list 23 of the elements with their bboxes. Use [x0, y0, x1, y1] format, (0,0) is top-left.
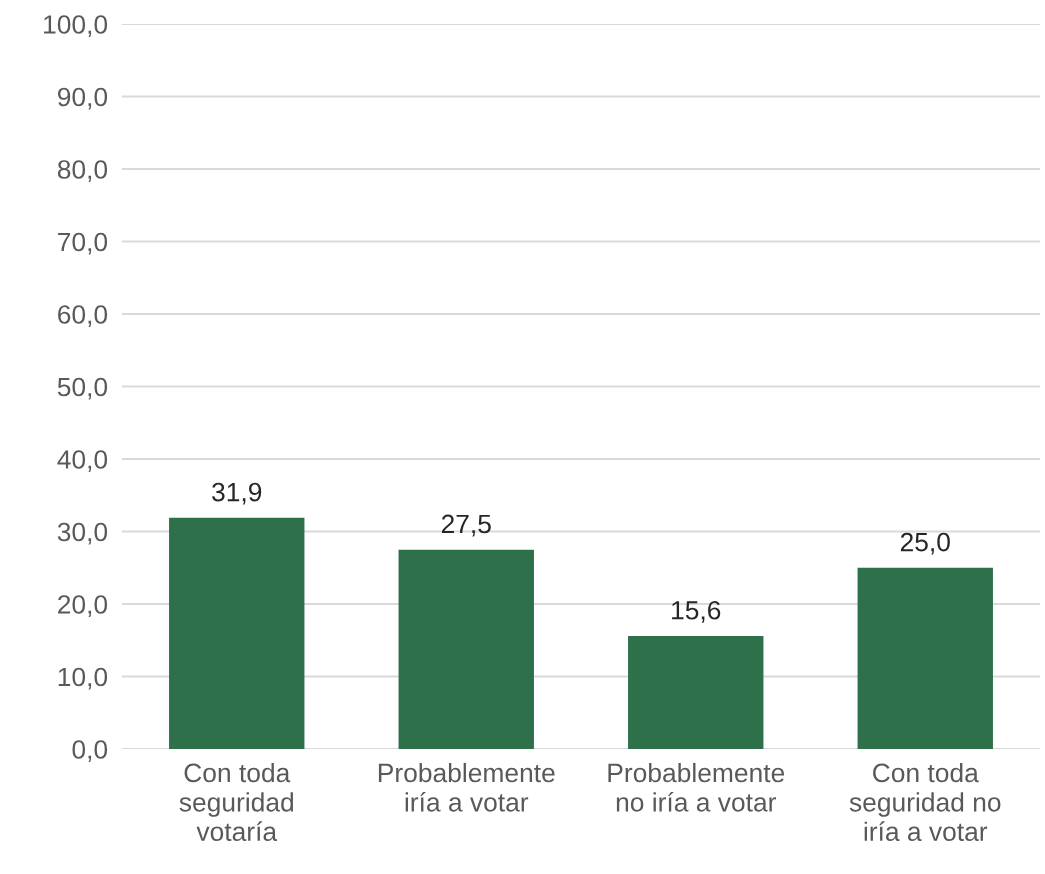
- y-tick-label: 100,0: [44, 15, 108, 37]
- data-label: 27,5: [441, 514, 491, 537]
- bar: [857, 567, 993, 749]
- x-tick-label: Con toda seguridad votaría: [179, 762, 294, 842]
- bar: [628, 635, 764, 749]
- x-tick-label: Probablemente no iría a votar: [608, 762, 785, 812]
- y-tick-label: 30,0: [57, 522, 108, 545]
- data-label: 31,9: [212, 482, 262, 505]
- y-tick-label: 40,0: [57, 450, 108, 472]
- data-label: 15,6: [672, 600, 721, 623]
- y-tick-label: 90,0: [57, 87, 108, 110]
- bar: [169, 517, 305, 749]
- bar: [398, 549, 534, 749]
- y-tick-label: 70,0: [58, 232, 108, 255]
- x-tick-label: Probablemente iría a votar: [378, 762, 555, 812]
- data-label: 25,0: [900, 532, 950, 555]
- y-tick-label: 60,0: [58, 305, 108, 327]
- y-tick-label: 50,0: [57, 377, 108, 400]
- y-tick-label: 0,0: [72, 740, 108, 762]
- y-tick-label: 80,0: [57, 160, 108, 182]
- y-tick-label: 10,0: [58, 667, 108, 690]
- x-tick-label: Con toda seguridad no iría a votar: [849, 762, 1001, 842]
- y-tick-label: 20,0: [58, 595, 108, 617]
